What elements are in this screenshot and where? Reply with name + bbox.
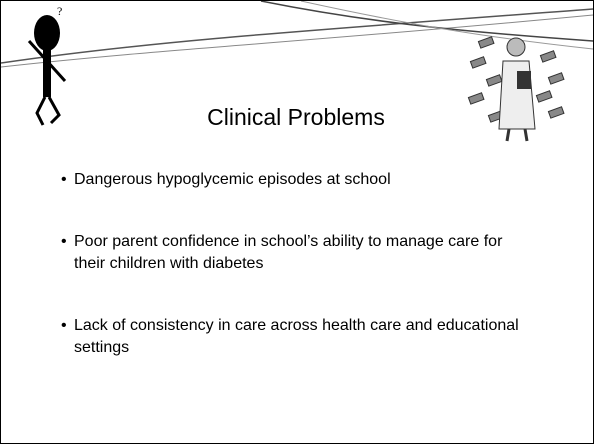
slide: ? Clinical Problems Dangerous hypoglycem… (0, 0, 594, 444)
bullet: Dangerous hypoglycemic episodes at schoo… (59, 169, 529, 191)
svg-text:?: ? (57, 4, 62, 18)
bullet: Lack of consistency in care across healt… (59, 315, 529, 359)
bullet: Poor parent confidence in school’s abili… (59, 231, 529, 275)
slide-title: Clinical Problems (151, 104, 441, 131)
decoration: ? (1, 1, 593, 161)
bullet-list: Dangerous hypoglycemic episodes at schoo… (59, 169, 529, 399)
